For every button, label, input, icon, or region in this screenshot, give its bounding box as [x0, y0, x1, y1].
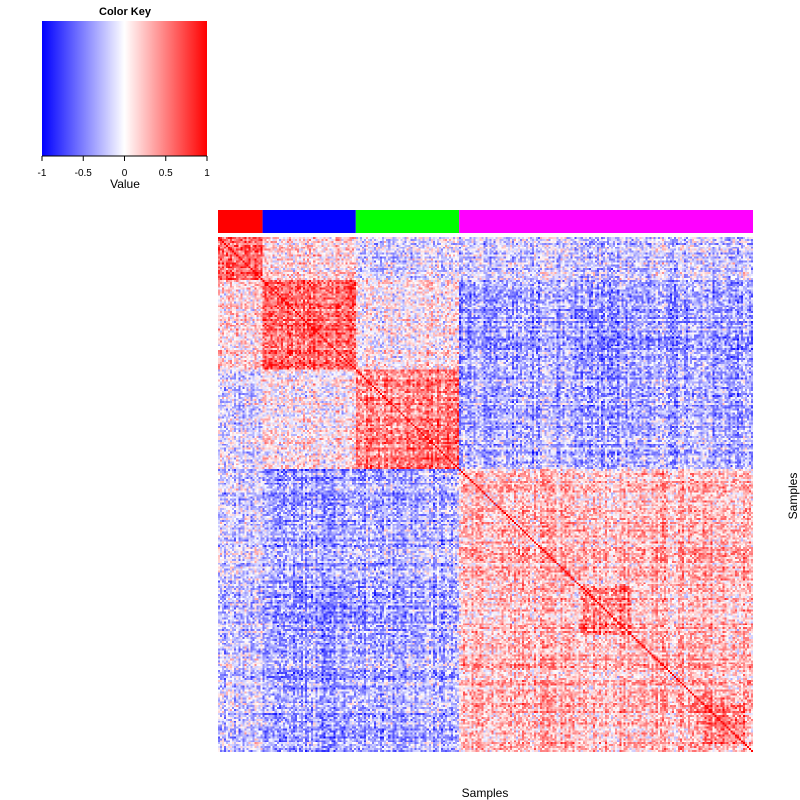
y-axis-label: Samples [786, 473, 800, 520]
color-key-xlabel: Value [110, 177, 140, 191]
column-side-color-bar [355, 210, 460, 233]
color-key-tick-label: 0 [122, 168, 128, 179]
column-side-color-bar [218, 210, 263, 233]
heatmap-cells [218, 237, 753, 752]
color-key-tick-label: -1 [38, 168, 47, 179]
column-side-colors [218, 210, 753, 233]
color-key-tick-label: 0.5 [159, 168, 173, 179]
color-key-tick-label: -0.5 [75, 168, 93, 179]
color-key-tick-label: 1 [204, 168, 210, 179]
column-side-color-bar [262, 210, 356, 233]
x-axis-label: Samples [462, 786, 509, 800]
heatmap-panel [218, 237, 753, 752]
color-key-gradient [42, 21, 207, 156]
column-side-color-bar [459, 210, 753, 233]
color-key-ticks: -1 -0.5 0 0.5 1 [38, 156, 210, 179]
color-key: Color Key -1 -0.5 0 0.5 1 Value [38, 6, 211, 191]
color-key-title: Color Key [99, 6, 152, 18]
